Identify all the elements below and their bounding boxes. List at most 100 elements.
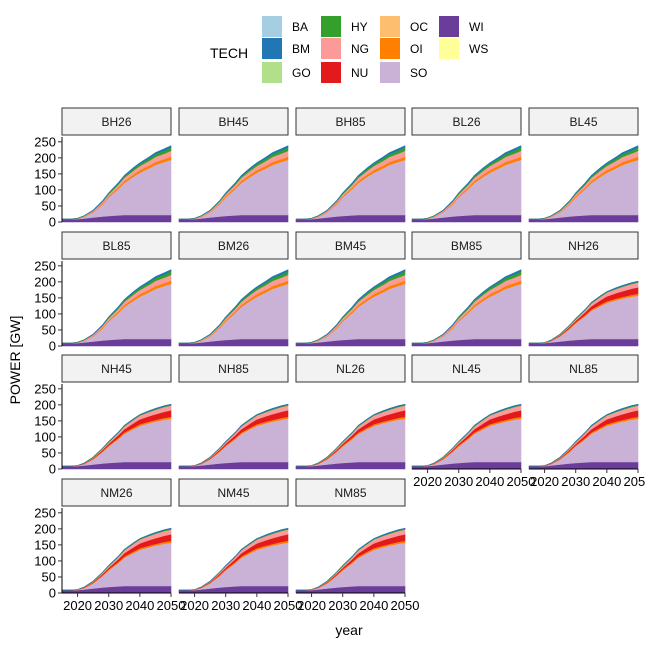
x-tick-label: 2040 — [125, 598, 154, 613]
y-axis-title: POWER [GW] — [7, 316, 23, 405]
y-tick-label: 200 — [34, 274, 56, 289]
strip-nh45 — [61, 354, 172, 383]
area-bm — [179, 269, 289, 344]
legend-label-ng: NG — [351, 42, 369, 56]
legend-key-wi — [439, 16, 459, 37]
area-so — [179, 418, 289, 467]
area-so — [62, 418, 172, 467]
y-tick-label: 100 — [34, 182, 56, 197]
panel-nm45: NM45 2020 2030 2040 2050 — [178, 478, 303, 613]
y-tick-label: 250 — [34, 134, 56, 149]
area-bm — [62, 145, 172, 220]
strip-nl45 — [411, 354, 522, 383]
strip-label: BM45 — [335, 239, 367, 253]
area-bm — [62, 403, 172, 467]
area-so — [62, 542, 172, 591]
x-tick-label: 2040 — [359, 598, 388, 613]
legend-key-oi — [380, 38, 400, 59]
y-tick-label: 50 — [42, 445, 56, 460]
x-tick-label: 2040 — [475, 474, 504, 489]
y-tick-label: 50 — [42, 198, 56, 213]
area-bm — [296, 269, 406, 344]
y-tick-label: 0 — [49, 462, 56, 477]
x-tick-label: 2030 — [561, 474, 590, 489]
area-bm — [62, 269, 172, 344]
area-bm — [296, 403, 406, 467]
area-bm — [529, 403, 639, 467]
strip-label: NM26 — [100, 486, 132, 500]
strip-bh85 — [295, 107, 406, 136]
y-tick-label: 150 — [34, 537, 56, 552]
strip-bl85 — [61, 231, 172, 260]
y-tick-label: 50 — [42, 322, 56, 337]
strip-bl26 — [411, 107, 522, 136]
x-tick-label: 2050 — [624, 474, 645, 489]
legend-key-bm — [262, 38, 282, 59]
legend-key-nu — [321, 62, 341, 83]
strip-label: NL45 — [452, 362, 481, 376]
panel-bh45: BH45 — [178, 107, 289, 223]
legend-label-go: GO — [292, 66, 311, 80]
area-so — [179, 542, 289, 591]
strip-label: BH45 — [218, 115, 248, 129]
y-tick-label: 150 — [34, 413, 56, 428]
y-tick-label: 100 — [34, 553, 56, 568]
strip-label: NH26 — [568, 239, 599, 253]
x-tick-label: 2030 — [444, 474, 473, 489]
area-so — [529, 418, 639, 467]
legend-label-nu: NU — [351, 66, 368, 80]
x-tick-label: 2050 — [507, 474, 536, 489]
area-bm — [412, 269, 522, 344]
x-tick-label: 2040 — [242, 598, 271, 613]
panel-nl45: NL45 2020 2030 2040 2050 — [411, 354, 536, 489]
x-tick-label: 2050 — [274, 598, 303, 613]
area-so — [296, 542, 406, 591]
strip-bh45 — [178, 107, 289, 136]
strip-label: NL85 — [569, 362, 598, 376]
y-tick-label: 150 — [34, 290, 56, 305]
x-tick-label: 2020 — [530, 474, 559, 489]
area-bm — [529, 280, 639, 344]
legend-label-hy: HY — [351, 20, 368, 34]
strip-bm26 — [178, 231, 289, 260]
x-tick-label: 2030 — [328, 598, 357, 613]
strip-label: BL45 — [569, 115, 597, 129]
strip-bm85 — [411, 231, 522, 260]
strip-label: NH45 — [101, 362, 132, 376]
area-so — [412, 418, 522, 467]
strip-nl26 — [295, 354, 406, 383]
strip-label: BL85 — [102, 239, 130, 253]
x-tick-label: 2050 — [157, 598, 186, 613]
y-tick-label: 100 — [34, 306, 56, 321]
strip-bm45 — [295, 231, 406, 260]
area-bm — [62, 527, 172, 591]
area-so — [529, 295, 639, 344]
panel-nl26: NL26 — [295, 354, 406, 470]
strip-label: NH85 — [218, 362, 249, 376]
legend: TECH BA BM GO HY NG NU OC OI SO WI WS — [210, 16, 488, 83]
strip-label: BM26 — [218, 239, 250, 253]
y-tick-label: 200 — [34, 397, 56, 412]
panel-bl45: BL45 — [528, 107, 639, 223]
strip-label: BL26 — [452, 115, 480, 129]
area-bm — [179, 403, 289, 467]
strip-bl45 — [528, 107, 639, 136]
legend-key-ng — [321, 38, 341, 59]
panel-nm85: NM85 2020 2030 2040 2050 — [295, 478, 419, 613]
strip-label: BH85 — [335, 115, 365, 129]
legend-key-ba — [262, 16, 282, 37]
area-bm — [296, 527, 406, 591]
y-tick-label: 0 — [49, 586, 56, 601]
area-so — [296, 418, 406, 467]
y-tick-label: 250 — [34, 505, 56, 520]
strip-nm26 — [61, 478, 172, 507]
strip-nm85 — [295, 478, 406, 507]
x-tick-label: 2030 — [94, 598, 123, 613]
x-tick-label: 2020 — [63, 598, 92, 613]
panel-bl26: BL26 — [411, 107, 522, 223]
area-bm — [179, 527, 289, 591]
area-bm — [296, 145, 406, 220]
